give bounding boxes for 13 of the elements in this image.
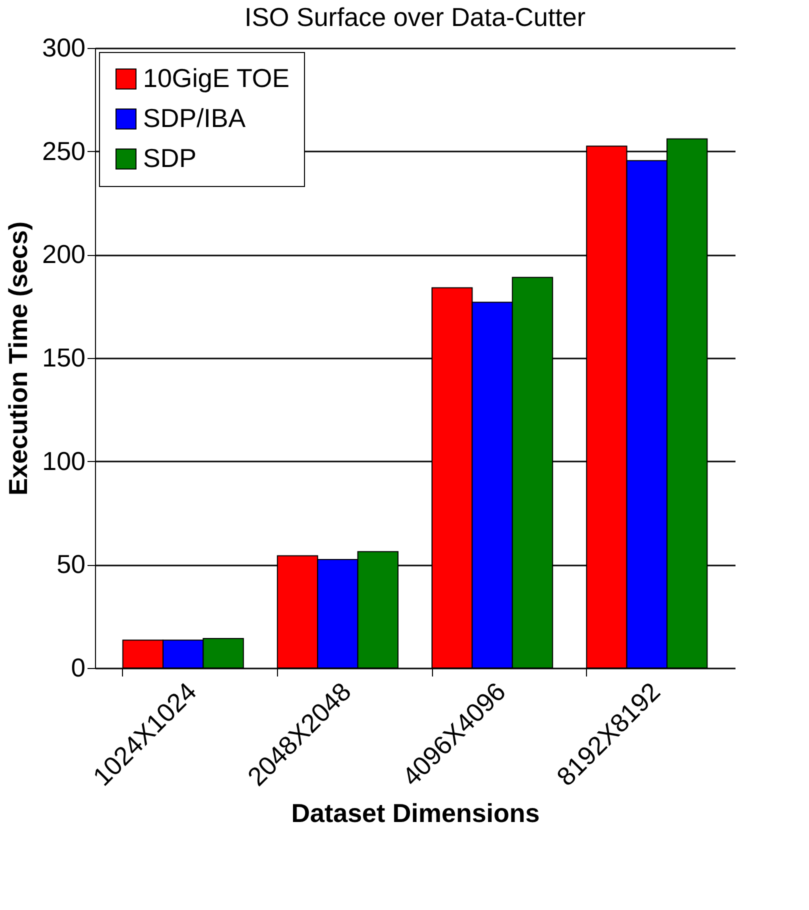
y-tick-label: 300 xyxy=(42,32,86,62)
y-tick-label: 200 xyxy=(42,239,86,270)
chart-title: ISO Surface over Data-Cutter xyxy=(244,2,586,32)
x-axis-title: Dataset Dimensions xyxy=(291,798,540,828)
legend-label: 10GigE TOE xyxy=(143,63,290,93)
y-tick-label: 100 xyxy=(42,446,86,476)
y-axis-title: Execution Time (secs) xyxy=(3,221,34,496)
y-tick-label: 250 xyxy=(42,136,86,166)
legend-label: SDP/IBA xyxy=(143,103,246,133)
y-tick-label: 0 xyxy=(71,652,86,682)
y-tick-label: 50 xyxy=(56,549,86,580)
y-tick-label: 150 xyxy=(42,342,86,372)
legend-label: SDP xyxy=(143,143,196,173)
